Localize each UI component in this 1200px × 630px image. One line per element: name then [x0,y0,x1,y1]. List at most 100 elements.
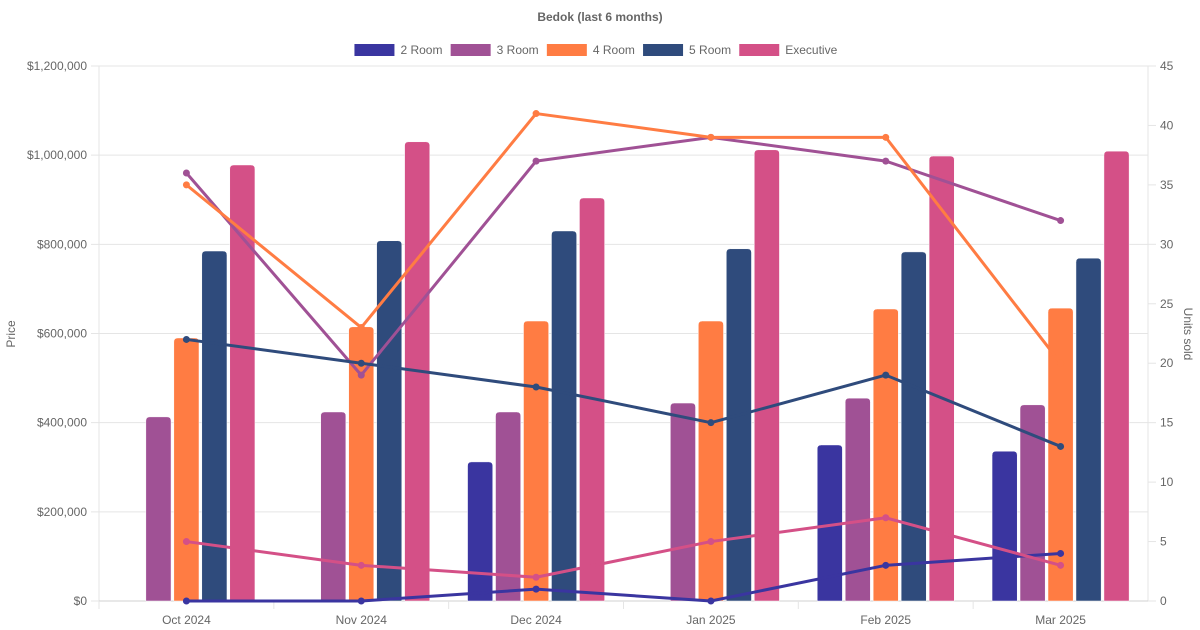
bar-3-room [495,411,521,602]
x-tick-label: Mar 2025 [1035,613,1086,627]
bar-3-room [1019,404,1046,602]
left-tick-label: $400,000 [37,416,87,430]
legend-swatch [643,44,684,56]
line-2-room [186,551,1061,603]
right-axis-ticks: 0 5 10 15 20 25 30 35 40 45 [1148,59,1174,608]
left-tick-label: $1,000,000 [27,148,87,162]
right-tick-label: 45 [1160,59,1174,73]
line-point [707,597,715,605]
legend-label: 5 Room [689,43,731,57]
left-axis-ticks: $0 $200,000 $400,000 $600,000 $800,000 $1,000… [27,59,87,608]
right-tick-label: 35 [1160,178,1174,192]
line-point [357,324,365,332]
line-point [1057,442,1065,450]
left-tick-label: $1,200,000 [27,59,87,73]
line-point [357,371,365,379]
x-tick-label: Nov 2024 [336,613,388,627]
legend-swatch [546,44,587,56]
legend-item-5-room[interactable]: 5 Room [643,43,731,57]
right-tick-label: 0 [1160,594,1167,608]
line-point [707,538,715,546]
line-4-room [185,112,1062,365]
legend-label: 2 Room [400,43,442,57]
legend-item-2-room[interactable]: 2 Room [354,43,442,57]
bar-3-room [145,416,172,602]
legend-item-executive[interactable]: Executive [739,43,838,57]
line-point [882,371,890,379]
bar-4-room [348,326,375,602]
x-tick-label: Oct 2024 [162,613,211,627]
line-point [182,538,190,546]
line-point [357,359,365,367]
right-tick-label: 20 [1160,356,1174,370]
right-tick-label: 5 [1160,535,1167,549]
line-point [707,133,715,141]
line-point [182,335,190,343]
legend-swatch [450,44,491,56]
chart-title: Bedok (last 6 months) [537,10,662,24]
line-point [182,181,190,189]
legend-swatch [739,44,780,56]
line-point [357,561,365,569]
bar-2-room [467,461,493,602]
x-tick-label: Dec 2024 [510,613,562,627]
bar-3-room [844,397,871,602]
bar-2-room [816,444,843,602]
left-tick-label: $200,000 [37,505,87,519]
line-executive [186,516,1061,579]
left-axis-label: Price [4,320,18,348]
line-point [882,561,890,569]
bar-3-room [320,411,347,602]
left-tick-label: $800,000 [37,237,87,251]
right-tick-label: 25 [1160,297,1174,311]
right-tick-label: 15 [1160,416,1174,430]
left-tick-label: $0 [74,594,88,608]
legend-swatch [354,44,395,56]
bar-executive [754,149,780,602]
line-point [182,169,190,177]
bar-4-room [523,320,549,602]
x-tick-label: Jan 2025 [686,613,736,627]
right-tick-label: 40 [1160,118,1174,132]
line-point [707,419,715,427]
line-point [1057,549,1065,557]
line-point [532,573,540,581]
line-point [1057,561,1065,569]
x-tick-label: Feb 2025 [860,613,911,627]
bar-5-room [1075,257,1102,602]
legend-label: 4 Room [593,43,635,57]
line-point [882,133,890,141]
legend-label: 3 Room [497,43,539,57]
line-5-room [186,337,1062,448]
bar-5-room [201,250,228,602]
price-bars [145,141,1130,602]
bar-4-room [872,308,899,602]
right-axis-label: Units sold [1181,308,1195,361]
line-point [357,597,365,605]
line-point [532,383,540,391]
bar-executive [928,155,955,602]
bar-2-room [991,450,1018,602]
bar-5-room [900,251,927,602]
line-point [532,585,540,593]
bar-3-room [670,402,696,602]
line-point [532,157,540,165]
legend-item-4-room[interactable]: 4 Room [546,43,635,57]
line-point [1057,217,1065,225]
x-axis-ticks: Oct 2024 Nov 2024 Dec 2024 Jan 2025 Feb 2025… [98,601,1086,627]
bar-4-room [698,320,724,602]
line-point [1057,359,1065,367]
right-tick-label: 10 [1160,475,1174,489]
left-tick-label: $600,000 [37,327,87,341]
line-point [882,157,890,165]
bar-5-room [726,248,752,602]
bar-4-room [173,337,200,602]
bar-executive [1103,150,1130,602]
right-tick-label: 30 [1160,237,1174,251]
bar-executive [229,164,256,602]
bar-4-room [1047,307,1074,602]
legend: 2 Room 3 Room 4 Room 5 Room Executive [354,43,838,57]
legend-item-3-room[interactable]: 3 Room [450,43,539,57]
bar-5-room [551,230,577,602]
